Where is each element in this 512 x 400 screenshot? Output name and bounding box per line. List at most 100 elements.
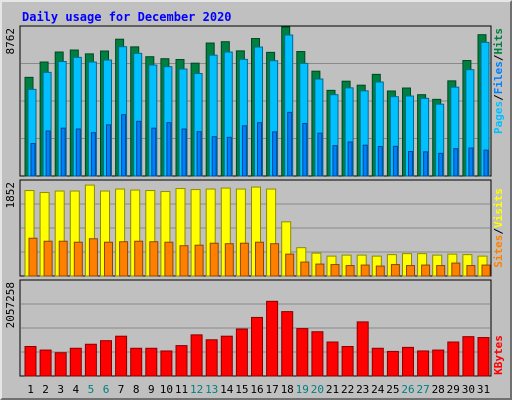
sites-bar-day-17 xyxy=(270,243,280,277)
pages-bar-day-3 xyxy=(60,127,66,177)
pages-bar-day-22 xyxy=(347,141,353,177)
day-label-4: 4 xyxy=(72,383,79,396)
sites-bar-day-27 xyxy=(421,264,431,277)
legend-pages-files-hits-part-0: Pages xyxy=(492,101,505,134)
pages-bar-day-17 xyxy=(272,131,278,177)
pages-bar-day-11 xyxy=(181,128,187,177)
sites-bar-day-7 xyxy=(119,241,129,277)
kbytes-bar-day-25 xyxy=(386,350,399,377)
sites-bar-day-10 xyxy=(164,241,174,277)
legend-pages-files-hits-part-4: Hits xyxy=(492,28,505,55)
kbytes-bar-day-17 xyxy=(266,300,279,377)
day-label-24: 24 xyxy=(371,383,385,396)
legend-sites-visits-part-0: Sites xyxy=(492,235,505,268)
pages-bar-day-16 xyxy=(257,122,262,177)
kbytes-bar-day-3 xyxy=(54,352,67,377)
kbytes-bar-day-8 xyxy=(130,347,143,377)
day-label-2: 2 xyxy=(42,383,49,396)
day-label-28: 28 xyxy=(432,383,445,396)
sites-bar-day-26 xyxy=(406,265,415,277)
panel-kbytes-ymax-label: 2057258 xyxy=(4,282,17,328)
legend-sites-visits: Sites/Visits xyxy=(492,188,505,268)
day-label-3: 3 xyxy=(57,383,64,396)
pages-bar-day-24 xyxy=(377,146,383,177)
day-label-12: 12 xyxy=(190,383,203,396)
pages-bar-day-27 xyxy=(423,151,429,177)
pages-bar-day-8 xyxy=(136,120,142,177)
kbytes-bar-day-29 xyxy=(447,341,460,377)
panel-visits-sites-ymax-label: 1852 xyxy=(4,182,17,209)
sites-bar-day-13 xyxy=(209,242,219,277)
kbytes-bar-day-6 xyxy=(100,340,112,377)
sites-bar-day-9 xyxy=(149,241,159,277)
kbytes-bar-day-10 xyxy=(160,350,173,377)
sites-bar-day-20 xyxy=(315,263,325,277)
sites-bar-day-16 xyxy=(255,241,264,277)
kbytes-bar-day-4 xyxy=(69,347,82,377)
sites-bar-day-1 xyxy=(28,237,38,277)
pages-bar-day-26 xyxy=(408,151,413,177)
sites-bar-day-12 xyxy=(194,244,204,277)
kbytes-bar-day-1 xyxy=(24,345,37,377)
day-label-30: 30 xyxy=(462,383,475,396)
kbytes-bar-day-5 xyxy=(84,343,97,377)
pages-bar-day-25 xyxy=(392,145,398,177)
panel-hits-files-pages-ymax-label: 8762 xyxy=(4,28,17,55)
day-label-6: 6 xyxy=(103,383,110,396)
day-label-23: 23 xyxy=(356,383,369,396)
kbytes-bar-day-20 xyxy=(311,331,324,377)
day-label-10: 10 xyxy=(160,383,173,396)
kbytes-bar-day-16 xyxy=(251,316,263,377)
legend-pages-files-hits: Pages/Files/Hits xyxy=(492,28,505,134)
kbytes-bar-day-24 xyxy=(371,347,384,377)
kbytes-bar-day-12 xyxy=(190,334,203,377)
sites-bar-day-5 xyxy=(88,238,98,277)
sites-bar-day-21 xyxy=(330,264,340,277)
kbytes-bar-day-27 xyxy=(417,350,430,377)
day-label-9: 9 xyxy=(148,383,155,396)
kbytes-bar-day-31 xyxy=(477,337,490,377)
pages-bar-day-2 xyxy=(45,130,51,177)
kbytes-bar-day-26 xyxy=(402,346,414,377)
pages-bar-day-30 xyxy=(468,147,474,177)
sites-bar-day-30 xyxy=(466,265,476,277)
kbytes-bar-day-7 xyxy=(115,335,128,377)
day-label-31: 31 xyxy=(477,383,490,396)
legend-sites-visits-part-2: Visits xyxy=(492,188,505,228)
kbytes-bar-day-13 xyxy=(205,339,218,377)
pages-bar-day-1 xyxy=(30,143,36,177)
legend-kbytes: KBytes xyxy=(492,335,505,375)
kbytes-bar-day-9 xyxy=(145,347,158,377)
day-label-15: 15 xyxy=(235,383,248,396)
pages-bar-day-4 xyxy=(75,128,81,177)
sites-bar-day-2 xyxy=(43,240,53,277)
day-label-20: 20 xyxy=(311,383,324,396)
pages-bar-day-7 xyxy=(121,114,127,177)
sites-bar-day-3 xyxy=(58,240,68,277)
kbytes-bar-day-14 xyxy=(220,335,233,377)
day-label-26: 26 xyxy=(401,383,414,396)
sites-bar-day-8 xyxy=(134,240,144,277)
pages-bar-day-9 xyxy=(151,127,157,177)
sites-bar-day-29 xyxy=(451,262,461,277)
kbytes-bar-day-11 xyxy=(175,345,188,377)
pages-bar-day-31 xyxy=(483,149,489,177)
pages-bar-day-19 xyxy=(302,123,308,177)
kbytes-bar-day-18 xyxy=(281,311,294,377)
chart-title: Daily usage for December 2020 xyxy=(22,10,232,24)
day-label-22: 22 xyxy=(341,383,354,396)
day-label-17: 17 xyxy=(265,383,278,396)
pages-bar-day-20 xyxy=(317,132,323,177)
pages-bar-day-28 xyxy=(438,152,444,177)
day-label-27: 27 xyxy=(416,383,429,396)
sites-bar-day-19 xyxy=(300,261,310,277)
sites-bar-day-25 xyxy=(390,264,400,277)
day-label-29: 29 xyxy=(447,383,460,396)
legend-pages-files-hits-part-3: / xyxy=(492,54,505,61)
day-label-1: 1 xyxy=(27,383,34,396)
sites-bar-day-23 xyxy=(360,264,370,277)
pages-bar-day-5 xyxy=(90,132,96,177)
day-label-11: 11 xyxy=(175,383,188,396)
kbytes-bar-day-21 xyxy=(326,341,339,377)
